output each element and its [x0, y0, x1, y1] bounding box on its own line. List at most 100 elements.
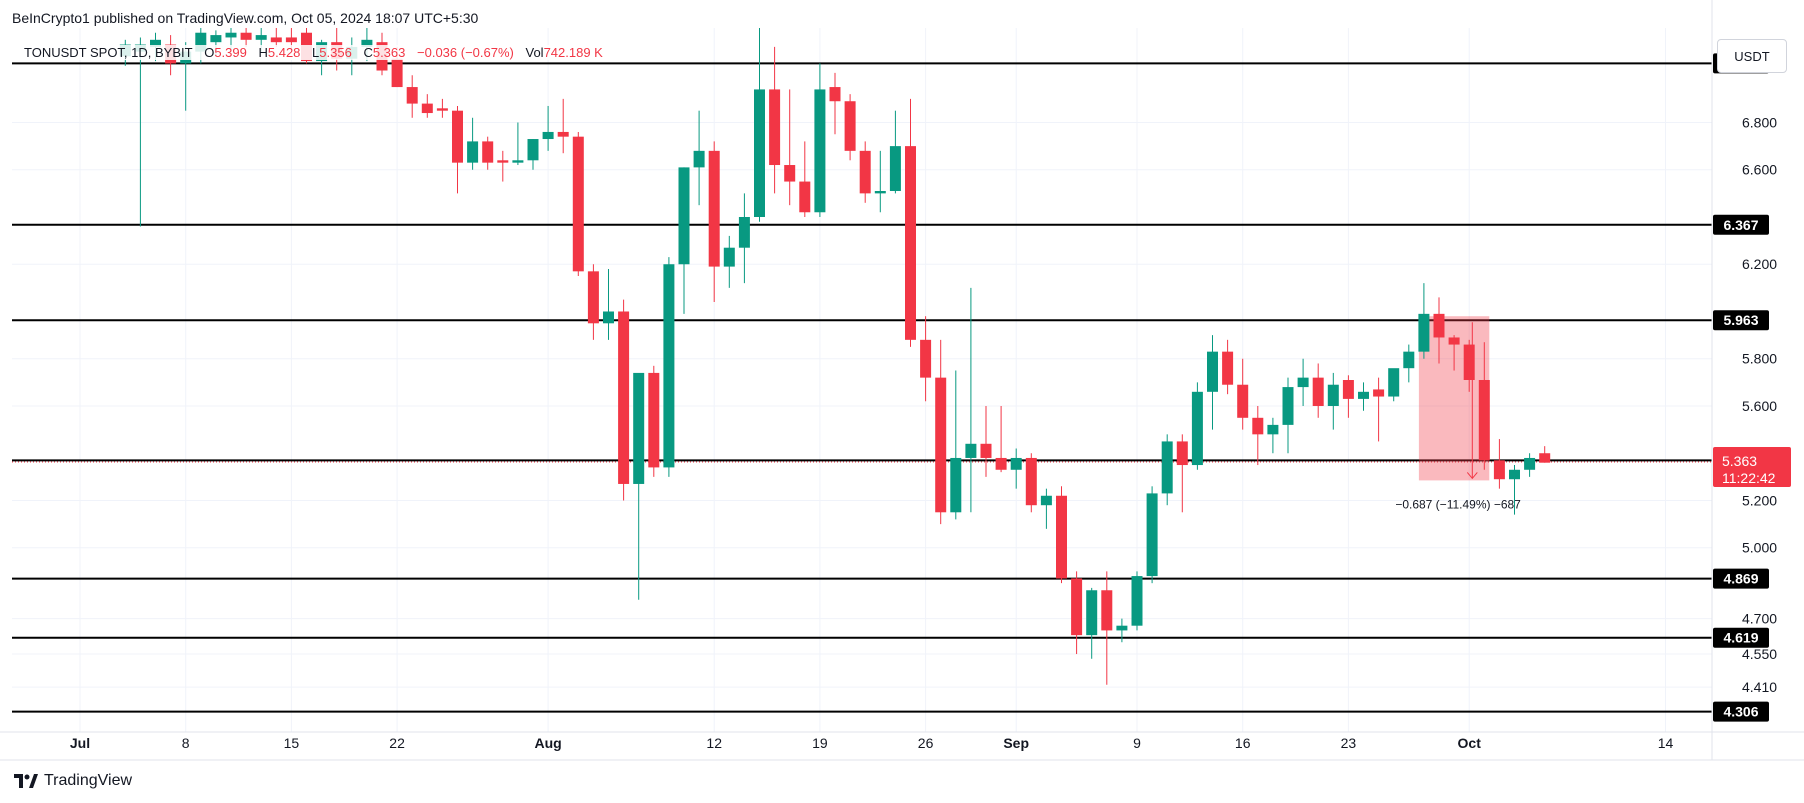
candle-body — [240, 32, 252, 40]
candle-body — [844, 101, 856, 151]
candle-body — [452, 110, 463, 163]
y-tick-label: 4.410 — [1742, 679, 1777, 695]
x-tick-label: Jul — [70, 735, 90, 751]
x-tick-label: Aug — [534, 735, 561, 751]
y-tick-label: 4.700 — [1742, 611, 1777, 627]
level-tag-bg — [1713, 627, 1769, 648]
candle-body — [557, 131, 569, 137]
candle-body — [769, 89, 781, 166]
y-tick-label: 6.600 — [1742, 162, 1777, 178]
candle-body — [1463, 344, 1475, 380]
candle-body — [693, 150, 705, 168]
level-tag-label: 4.306 — [1723, 704, 1758, 720]
candle-body — [1493, 460, 1505, 480]
candle-body — [482, 141, 494, 163]
candle-body — [1086, 590, 1098, 636]
candle-body — [195, 32, 207, 52]
candle-body — [542, 131, 554, 140]
x-tick-label: 12 — [706, 735, 722, 751]
candle-body — [1010, 457, 1022, 470]
candle-body — [905, 146, 916, 340]
candle-countdown: 11:22:42 — [1722, 470, 1776, 486]
current-price-value: 5.363 — [1722, 453, 1757, 469]
x-tick-label: 19 — [812, 735, 828, 751]
candle-body — [950, 457, 962, 513]
candle-body — [1040, 495, 1052, 506]
candle-body — [527, 139, 539, 161]
candle-body — [935, 377, 947, 513]
level-tag-label: 4.619 — [1723, 630, 1758, 646]
candle-body — [1342, 380, 1354, 399]
candle-body — [1267, 424, 1279, 435]
candle-body — [1297, 377, 1309, 388]
x-tick-label: 15 — [284, 735, 300, 751]
candle-body — [225, 32, 237, 38]
candle-body — [1237, 384, 1249, 418]
vol-label: Vol — [525, 45, 544, 60]
candle-body — [678, 167, 690, 265]
candle-body — [467, 141, 479, 163]
x-axis-labels: Jul 8 15 22 Aug 12 19 26 Sep 9 16 23 Oct 14 — [70, 735, 1674, 751]
candle-body — [1025, 457, 1037, 506]
candle-body — [1191, 391, 1203, 466]
candle-body — [1509, 469, 1520, 480]
candle-body — [889, 146, 901, 192]
tradingview-logo-icon — [14, 774, 38, 788]
candle-body — [1131, 576, 1143, 626]
candle-body — [361, 39, 373, 47]
high-label: H — [258, 45, 268, 60]
level-tag-label: 6.367 — [1723, 217, 1758, 233]
x-tick-label: 16 — [1235, 735, 1251, 751]
close-label: C — [363, 45, 373, 60]
candle-body — [920, 339, 932, 378]
current-price-tag — [1713, 446, 1791, 487]
level-tag-bg — [1713, 568, 1769, 589]
publisher-line: BeInCrypto1 published on TradingView.com… — [12, 10, 479, 26]
x-tick-label: 9 — [1133, 735, 1141, 751]
y-tick-label: 5.000 — [1742, 540, 1777, 556]
candle-body — [436, 108, 448, 111]
axes — [0, 0, 1804, 761]
candle-body — [497, 160, 509, 163]
y-axis-labels: 6.800 6.600 6.200 5.800 5.600 5.200 5.000 4.700… — [1742, 114, 1777, 695]
candle-body — [829, 87, 841, 102]
candle-body — [1358, 391, 1369, 399]
candle-body — [1312, 377, 1324, 406]
x-tick-label: 22 — [389, 735, 405, 751]
candle-body — [1448, 337, 1460, 345]
candle-body — [708, 150, 720, 267]
candle-body — [421, 103, 433, 114]
candle-body — [1327, 384, 1339, 406]
candle-body — [1207, 351, 1218, 392]
tradingview-footer[interactable]: TradingView — [14, 772, 132, 790]
candle-body — [587, 271, 599, 324]
candle-body — [723, 247, 735, 267]
candle-body — [1282, 387, 1294, 425]
candle-body — [285, 37, 297, 43]
candle-body — [1222, 351, 1234, 385]
x-tick-label: 23 — [1341, 735, 1357, 751]
low-value: 5.356 — [319, 45, 352, 60]
x-tick-label: Sep — [1003, 735, 1029, 751]
open-label: O — [204, 45, 215, 60]
candle-body — [406, 87, 418, 104]
symbol-name: TONUSDT SPOT, 1D, BYBIT — [24, 45, 193, 60]
candle-body — [1539, 453, 1551, 463]
measure-arrow-head — [1466, 472, 1478, 480]
candle-body — [572, 136, 584, 272]
low-label: L — [312, 45, 320, 60]
vol-value: 742.189 K — [543, 45, 603, 60]
candle-body — [648, 372, 660, 468]
candle-body — [255, 35, 267, 40]
y-tick-label: 4.550 — [1742, 646, 1777, 662]
candle-body — [1418, 313, 1430, 352]
currency-button[interactable]: USDT — [1717, 39, 1787, 73]
level-tag-bg — [1713, 701, 1769, 722]
level-tag-bg — [1713, 214, 1769, 235]
candle-body — [1056, 495, 1067, 579]
y-tick-label: 5.200 — [1742, 492, 1777, 508]
candle-body — [784, 165, 796, 182]
high-value: 5.428 — [267, 45, 301, 60]
x-tick-label: Oct — [1458, 735, 1482, 751]
